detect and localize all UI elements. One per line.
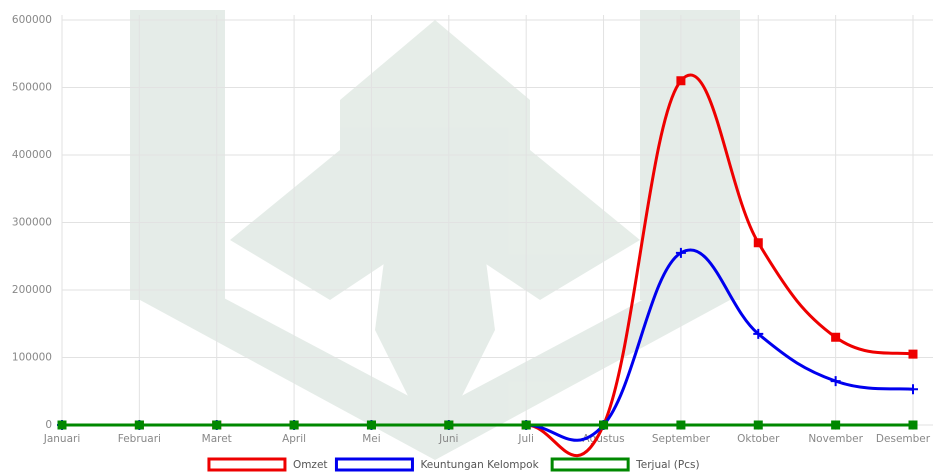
y-tick-label: 300000	[12, 217, 52, 229]
x-tick-label: April	[282, 433, 306, 445]
point-marker	[753, 420, 763, 430]
point-marker	[599, 420, 609, 430]
x-tick-label: September	[652, 433, 711, 445]
point-marker	[212, 420, 222, 430]
legend-swatch	[550, 457, 630, 472]
y-tick-label: 100000	[12, 352, 52, 364]
watermark	[130, 10, 740, 460]
point-marker	[908, 384, 918, 395]
y-tick-label: 600000	[12, 14, 52, 26]
point-marker	[831, 420, 841, 430]
x-tick-label: Januari	[43, 433, 81, 445]
point-marker	[289, 420, 299, 430]
x-tick-label: Oktober	[737, 433, 780, 445]
x-tick-label: Mei	[362, 433, 380, 445]
y-tick-label: 400000	[12, 149, 52, 161]
legend-swatch	[334, 457, 414, 472]
point-marker	[676, 76, 686, 86]
point-marker	[444, 420, 454, 430]
x-tick-label: Desember	[876, 433, 931, 445]
y-tick-label: 0	[45, 419, 52, 431]
legend-label: Omzet	[293, 459, 328, 471]
point-marker	[57, 420, 67, 430]
legend-swatch	[207, 457, 287, 472]
point-marker	[753, 238, 763, 248]
x-tick-label: Juni	[438, 433, 458, 445]
x-tick-label: November	[808, 433, 863, 445]
y-tick-label: 200000	[12, 284, 52, 296]
legend-label: Terjual (Pcs)	[635, 459, 699, 471]
point-marker	[753, 328, 764, 339]
y-tick-label: 500000	[12, 82, 52, 94]
point-marker	[830, 376, 841, 387]
legend-label: Keuntungan Kelompok	[420, 459, 539, 471]
point-marker	[831, 332, 841, 342]
point-marker	[366, 420, 376, 430]
point-marker	[908, 349, 918, 359]
x-tick-label: Februari	[118, 433, 161, 445]
x-tick-label: Agustus	[582, 433, 624, 445]
point-marker	[676, 420, 686, 430]
point-marker	[675, 247, 686, 258]
point-marker	[521, 420, 531, 430]
point-marker	[908, 420, 918, 430]
point-marker	[134, 420, 144, 430]
x-tick-label: Juli	[517, 433, 534, 445]
x-tick-label: Maret	[202, 433, 232, 445]
